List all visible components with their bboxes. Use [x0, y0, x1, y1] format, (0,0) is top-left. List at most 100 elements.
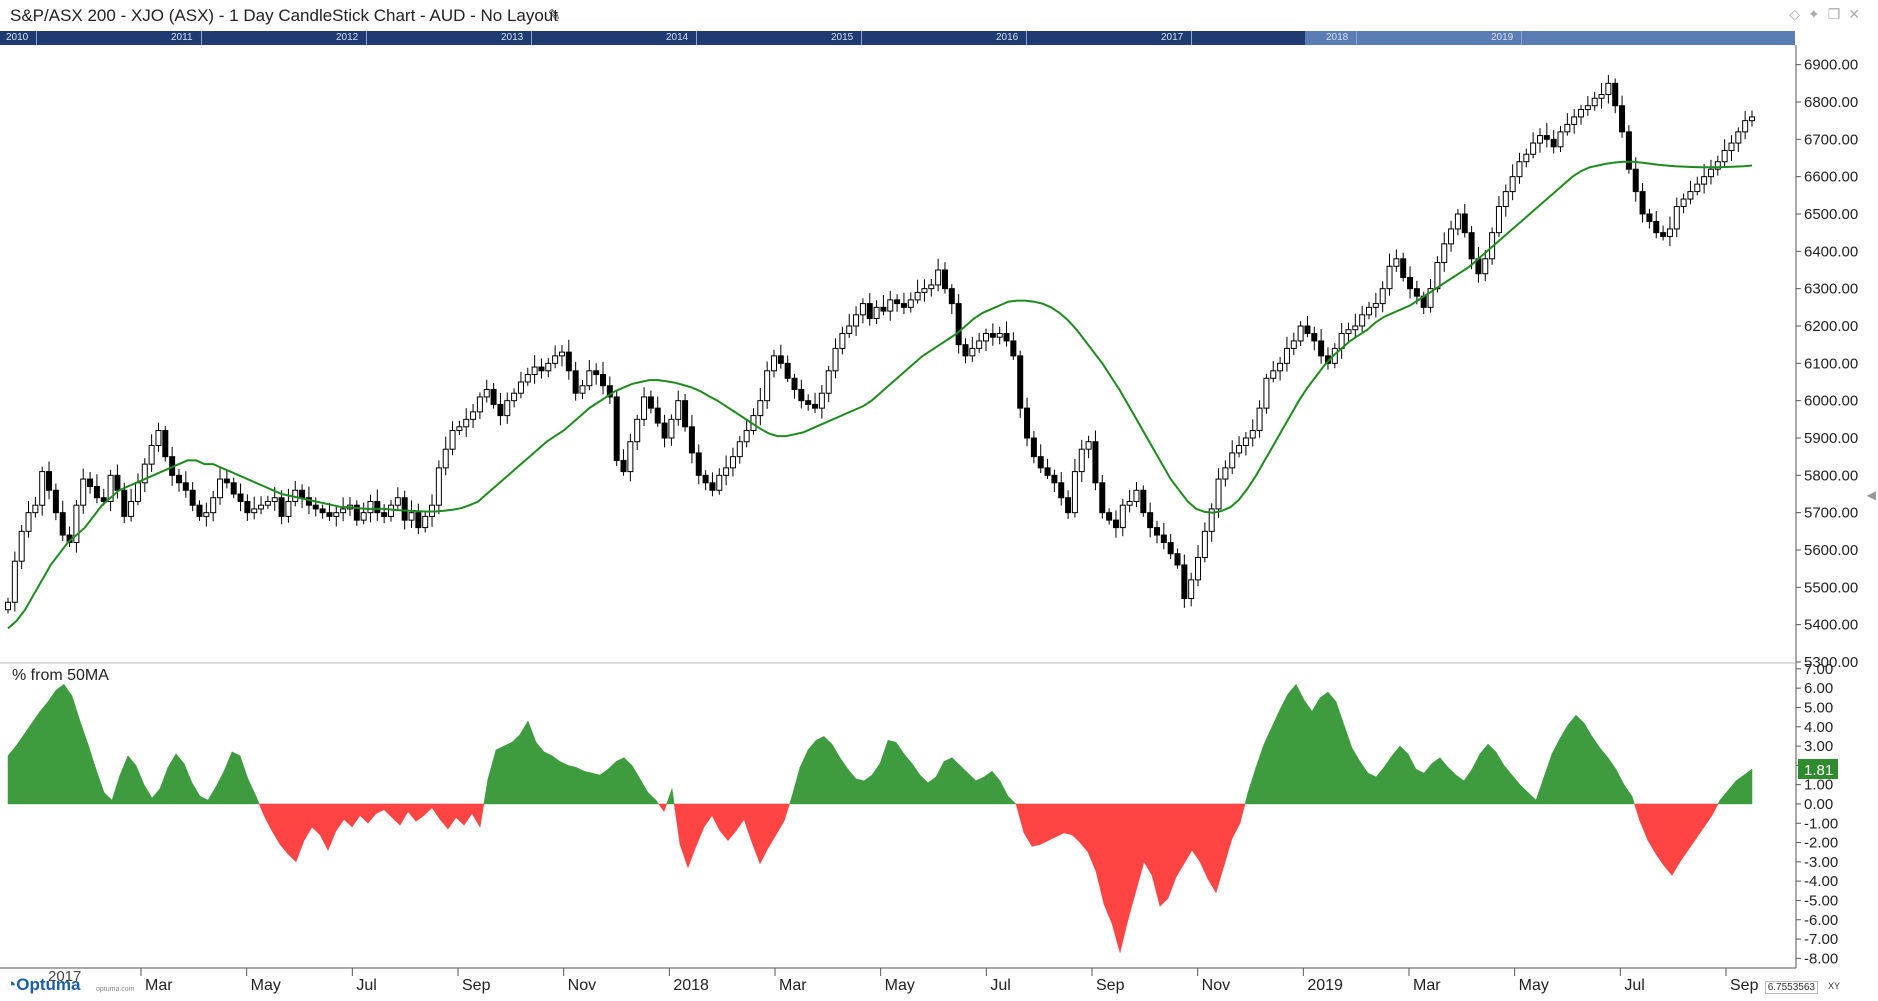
area-segment	[1415, 768, 1425, 805]
candle-body	[504, 400, 511, 417]
area-segment	[1367, 772, 1377, 805]
candle-body	[483, 388, 490, 398]
area-segment	[1295, 684, 1305, 805]
area-segment	[423, 803, 433, 817]
area-segment	[655, 799, 660, 805]
navigator-tick	[1026, 31, 1027, 45]
close-icon[interactable]: ✕	[1848, 6, 1868, 22]
area-segment	[1087, 803, 1097, 872]
candle-body	[955, 303, 962, 346]
area-segment	[666, 788, 673, 805]
price-y-tick-label: 5500.00	[1804, 579, 1858, 596]
area-segment	[935, 761, 945, 805]
area-segment	[455, 803, 465, 826]
area-segment	[1423, 762, 1433, 805]
candle-body	[579, 385, 586, 394]
area-segment	[335, 803, 345, 832]
area-segment	[503, 741, 513, 805]
area-segment	[1703, 803, 1713, 828]
candle-body	[791, 377, 798, 390]
area-segment	[55, 683, 65, 805]
candle-body	[1051, 474, 1058, 484]
diamond-icon[interactable]: ◇	[1789, 6, 1808, 22]
area-segment	[511, 733, 521, 805]
candle-body	[770, 355, 777, 372]
candle-body	[538, 366, 545, 372]
area-segment	[263, 803, 273, 832]
candle-body	[1263, 377, 1270, 409]
candle-body	[1578, 108, 1585, 118]
pencil-icon[interactable]: ✎	[548, 7, 561, 24]
time-navigator-bar[interactable]: 2010 2011 2012 2013 2014 2015 2016 2017 2018 2019	[0, 31, 1795, 45]
candle-body	[1660, 232, 1667, 237]
candle-body	[32, 504, 39, 514]
price-y-tick-label: 6000.00	[1804, 393, 1858, 410]
candle-body	[1112, 519, 1119, 529]
navigator-tick	[861, 31, 862, 45]
area-segment	[383, 803, 393, 819]
area-segment	[1071, 803, 1081, 844]
area-segment	[151, 787, 161, 805]
xy-icon[interactable]: XY	[1827, 981, 1840, 991]
candle-body	[825, 370, 832, 394]
candle-body	[1010, 340, 1017, 357]
area-segment	[1263, 726, 1273, 805]
area-segment	[1343, 724, 1353, 805]
price-y-tick-label: 6100.00	[1804, 355, 1858, 372]
candle-body	[1188, 579, 1195, 600]
area-segment	[767, 803, 777, 850]
candle-body	[1290, 340, 1297, 349]
candle-body	[264, 500, 271, 506]
area-segment	[15, 733, 25, 805]
pin-icon[interactable]: ✦	[1807, 6, 1828, 22]
candle-body	[1345, 329, 1352, 334]
area-segment	[535, 741, 545, 805]
area-segment	[1727, 780, 1737, 805]
optuma-logo: ◔Optuma	[6, 975, 81, 995]
candle-body	[1564, 123, 1571, 133]
area-segment	[991, 770, 1001, 805]
candle-body	[1078, 448, 1085, 473]
area-segment	[1717, 799, 1721, 805]
indicator-y-tick-label: 5.00	[1804, 699, 1833, 716]
candle-body	[859, 303, 866, 316]
candle-body	[1400, 258, 1407, 278]
area-segment	[271, 803, 281, 846]
candle-body	[52, 489, 59, 514]
area-segment	[799, 749, 809, 805]
navigator-tick	[36, 31, 37, 45]
area-segment	[1495, 750, 1505, 805]
area-segment	[895, 741, 905, 805]
x-tick-label: Jul	[1624, 977, 1644, 994]
candle-body	[1297, 325, 1304, 342]
candle-body	[723, 467, 730, 476]
area-segment	[1567, 714, 1577, 805]
price-y-tick-label: 6700.00	[1804, 131, 1858, 148]
price-y-tick-label: 5800.00	[1804, 467, 1858, 484]
indicator-y-tick-label: -3.00	[1804, 854, 1838, 871]
navigator-year-label: 2018	[1326, 32, 1349, 43]
area-segment	[255, 796, 260, 805]
x-tick-label: 2019	[1307, 977, 1343, 994]
area-segment	[823, 735, 833, 805]
candle-body	[709, 482, 716, 491]
candle-body	[1584, 105, 1591, 110]
area-segment	[727, 803, 737, 842]
navigator-year-label: 2015	[831, 32, 854, 43]
candle-body	[121, 489, 128, 517]
navigator-year-label: 2011	[171, 32, 193, 43]
area-segment	[1247, 767, 1257, 805]
area-segment	[415, 803, 425, 822]
navigator-selection-window[interactable]	[1305, 31, 1795, 45]
area-segment	[1743, 768, 1753, 805]
area-segment	[258, 803, 265, 816]
candle-body	[743, 430, 750, 443]
area-segment	[135, 765, 145, 805]
scroll-left-arrow-icon[interactable]: ◀	[1866, 488, 1876, 502]
area-segment	[679, 803, 689, 868]
navigator-year-label: 2019	[1491, 32, 1514, 43]
area-segment	[487, 749, 497, 805]
candle-body	[928, 284, 935, 290]
restore-icon[interactable]: ❐	[1827, 6, 1849, 22]
